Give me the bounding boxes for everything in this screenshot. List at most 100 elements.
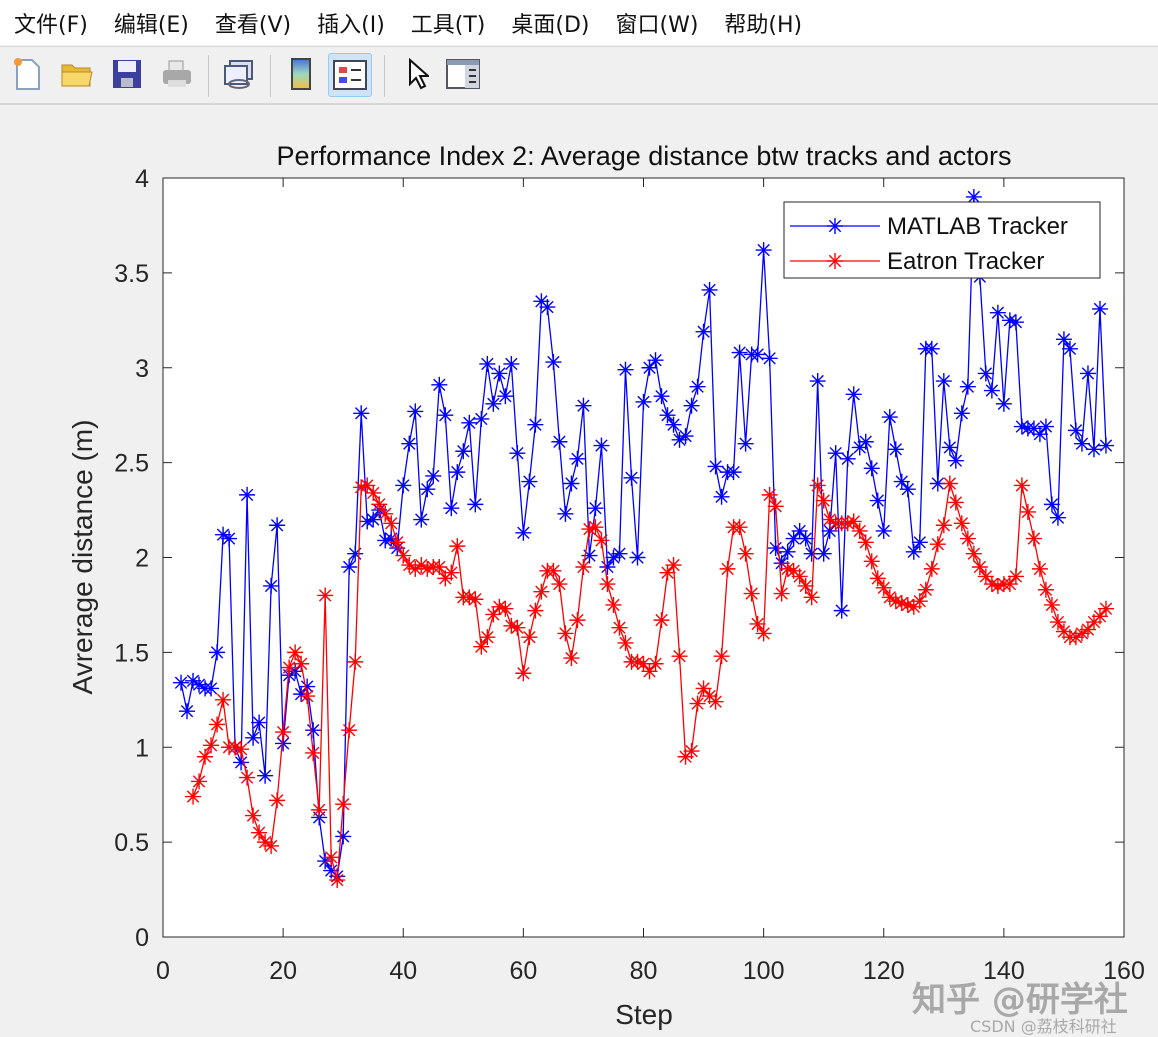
data-point-matlab [647, 352, 664, 369]
data-point-matlab [575, 397, 592, 414]
data-point-eatron [593, 532, 610, 549]
data-point-matlab [953, 405, 970, 422]
watermark-csdn: CSDN @荔枝科研社 [970, 1017, 1117, 1036]
print-icon[interactable] [156, 53, 198, 95]
menu-edit[interactable]: 编辑(E) [113, 12, 189, 38]
toolbar-separator [270, 55, 271, 97]
new-figure-icon[interactable] [6, 53, 48, 95]
data-point-eatron [521, 629, 538, 646]
data-point-matlab [365, 511, 382, 528]
insert-colorbar-icon[interactable] [280, 53, 322, 95]
data-point-eatron [245, 807, 262, 824]
data-point-eatron [941, 475, 958, 492]
data-point-eatron [815, 492, 832, 509]
open-file-icon[interactable] [56, 53, 98, 95]
data-point-eatron [1001, 576, 1018, 593]
y-tick-label: 4 [135, 165, 149, 193]
x-tick-label: 100 [743, 957, 785, 985]
data-point-eatron [791, 568, 808, 585]
save-icon[interactable] [106, 53, 148, 95]
data-point-matlab [479, 355, 496, 372]
data-point-eatron [197, 748, 214, 765]
data-point-matlab [707, 458, 724, 475]
series-eatron [185, 475, 1114, 889]
property-inspector-icon[interactable] [442, 53, 484, 95]
data-point-matlab [749, 346, 766, 363]
data-point-matlab [731, 344, 748, 361]
data-point-eatron [707, 693, 724, 710]
data-point-eatron [671, 648, 688, 665]
data-point-eatron [683, 743, 700, 760]
data-point-matlab [827, 445, 844, 462]
menu-view[interactable]: 查看(V) [214, 12, 292, 38]
data-point-eatron [251, 824, 268, 841]
data-point-matlab [923, 340, 940, 357]
legend-label-matlab: MATLAB Tracker [887, 213, 1068, 240]
data-point-matlab [599, 558, 616, 575]
data-point-matlab [965, 188, 982, 205]
data-point-eatron [1097, 600, 1114, 617]
data-point-matlab [305, 722, 322, 739]
data-point-matlab [443, 500, 460, 517]
plot-series [173, 188, 1114, 889]
data-point-matlab [251, 714, 268, 731]
data-point-eatron [209, 716, 226, 733]
legend-marker-eatron [827, 253, 843, 269]
data-point-matlab [833, 602, 850, 619]
edit-plot-pointer-icon[interactable] [396, 53, 438, 95]
x-tick-label: 40 [389, 957, 417, 985]
x-tick-label: 60 [509, 957, 537, 985]
data-point-eatron [977, 568, 994, 585]
data-point-eatron [749, 615, 766, 632]
data-point-eatron [917, 581, 934, 598]
data-point-eatron [533, 583, 550, 600]
data-point-matlab [989, 304, 1006, 321]
legend[interactable]: MATLAB Tracker Eatron Tracker [783, 201, 1101, 279]
y-tick-label: 1 [135, 734, 149, 762]
legend-label-eatron: Eatron Tracker [887, 248, 1044, 275]
data-point-matlab [269, 517, 286, 534]
x-axis-label: Step [615, 999, 673, 1030]
data-point-matlab [617, 361, 634, 378]
data-point-eatron [1019, 503, 1036, 520]
data-point-matlab [701, 281, 718, 298]
data-point-eatron [959, 530, 976, 547]
data-point-eatron [569, 612, 586, 629]
data-point-matlab [1007, 314, 1024, 331]
link-plot-icon[interactable] [218, 53, 260, 95]
menu-tools[interactable]: 工具(T) [410, 12, 486, 38]
data-point-matlab [569, 450, 586, 467]
data-point-matlab [437, 407, 454, 424]
data-point-matlab [515, 524, 532, 541]
y-tick-labels: 0 0.5 1 1.5 2 2.5 3 3.5 4 [114, 165, 149, 952]
data-point-matlab [179, 703, 196, 720]
data-point-matlab [959, 378, 976, 395]
data-point-matlab [809, 373, 826, 390]
data-point-eatron [695, 680, 712, 697]
data-point-eatron [575, 558, 592, 575]
data-point-matlab [995, 395, 1012, 412]
data-point-matlab [245, 729, 262, 746]
data-point-eatron [1049, 614, 1066, 631]
data-point-eatron [431, 558, 448, 575]
data-point-matlab [497, 388, 514, 405]
data-point-matlab [1061, 340, 1078, 357]
data-point-matlab [1049, 509, 1066, 526]
menu-help[interactable]: 帮助(H) [724, 12, 803, 38]
data-point-matlab [1037, 418, 1054, 435]
data-point-eatron [665, 557, 682, 574]
data-point-eatron [449, 538, 466, 555]
y-tick-label: 2 [135, 545, 149, 573]
menu-window[interactable]: 窗口(W) [615, 12, 699, 38]
data-point-eatron [713, 648, 730, 665]
menu-insert[interactable]: 插入(I) [317, 12, 385, 38]
menu-file[interactable]: 文件(F) [14, 12, 88, 38]
x-tick-label: 80 [630, 957, 658, 985]
menu-desktop[interactable]: 桌面(D) [511, 12, 590, 38]
data-point-eatron [377, 505, 394, 522]
data-point-eatron [971, 558, 988, 575]
data-point-matlab [221, 530, 238, 547]
data-point-eatron [203, 737, 220, 754]
insert-legend-icon[interactable] [328, 53, 372, 97]
data-point-matlab [431, 376, 448, 393]
